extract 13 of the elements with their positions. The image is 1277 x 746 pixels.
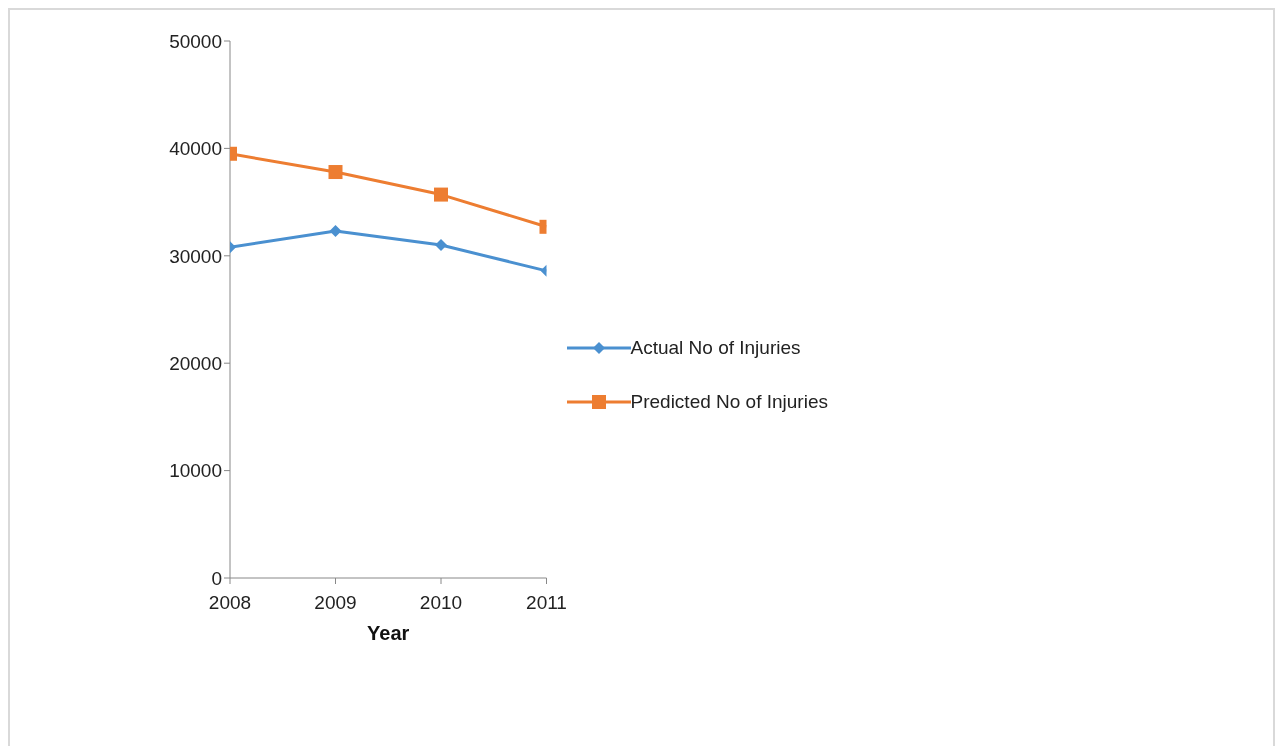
y-tick-label: 50000 [169, 30, 222, 52]
x-tick-label: 2009 [314, 592, 357, 614]
legend-label: Actual No of Injuries [630, 337, 801, 359]
y-tick-label: 10000 [169, 460, 222, 482]
y-tick-label: 20000 [169, 352, 222, 374]
y-tick-label: 40000 [169, 138, 222, 160]
x-tick-label: 2011 [526, 592, 567, 614]
x-axis-title: Year [367, 622, 410, 644]
x-tick-label: 2008 [208, 592, 252, 614]
y-tick-label: 0 [211, 567, 222, 589]
y-tick-label: 30000 [169, 245, 222, 267]
legend-label: Predicted No of Injuries [630, 391, 828, 413]
x-tick-label: 2010 [419, 592, 463, 614]
